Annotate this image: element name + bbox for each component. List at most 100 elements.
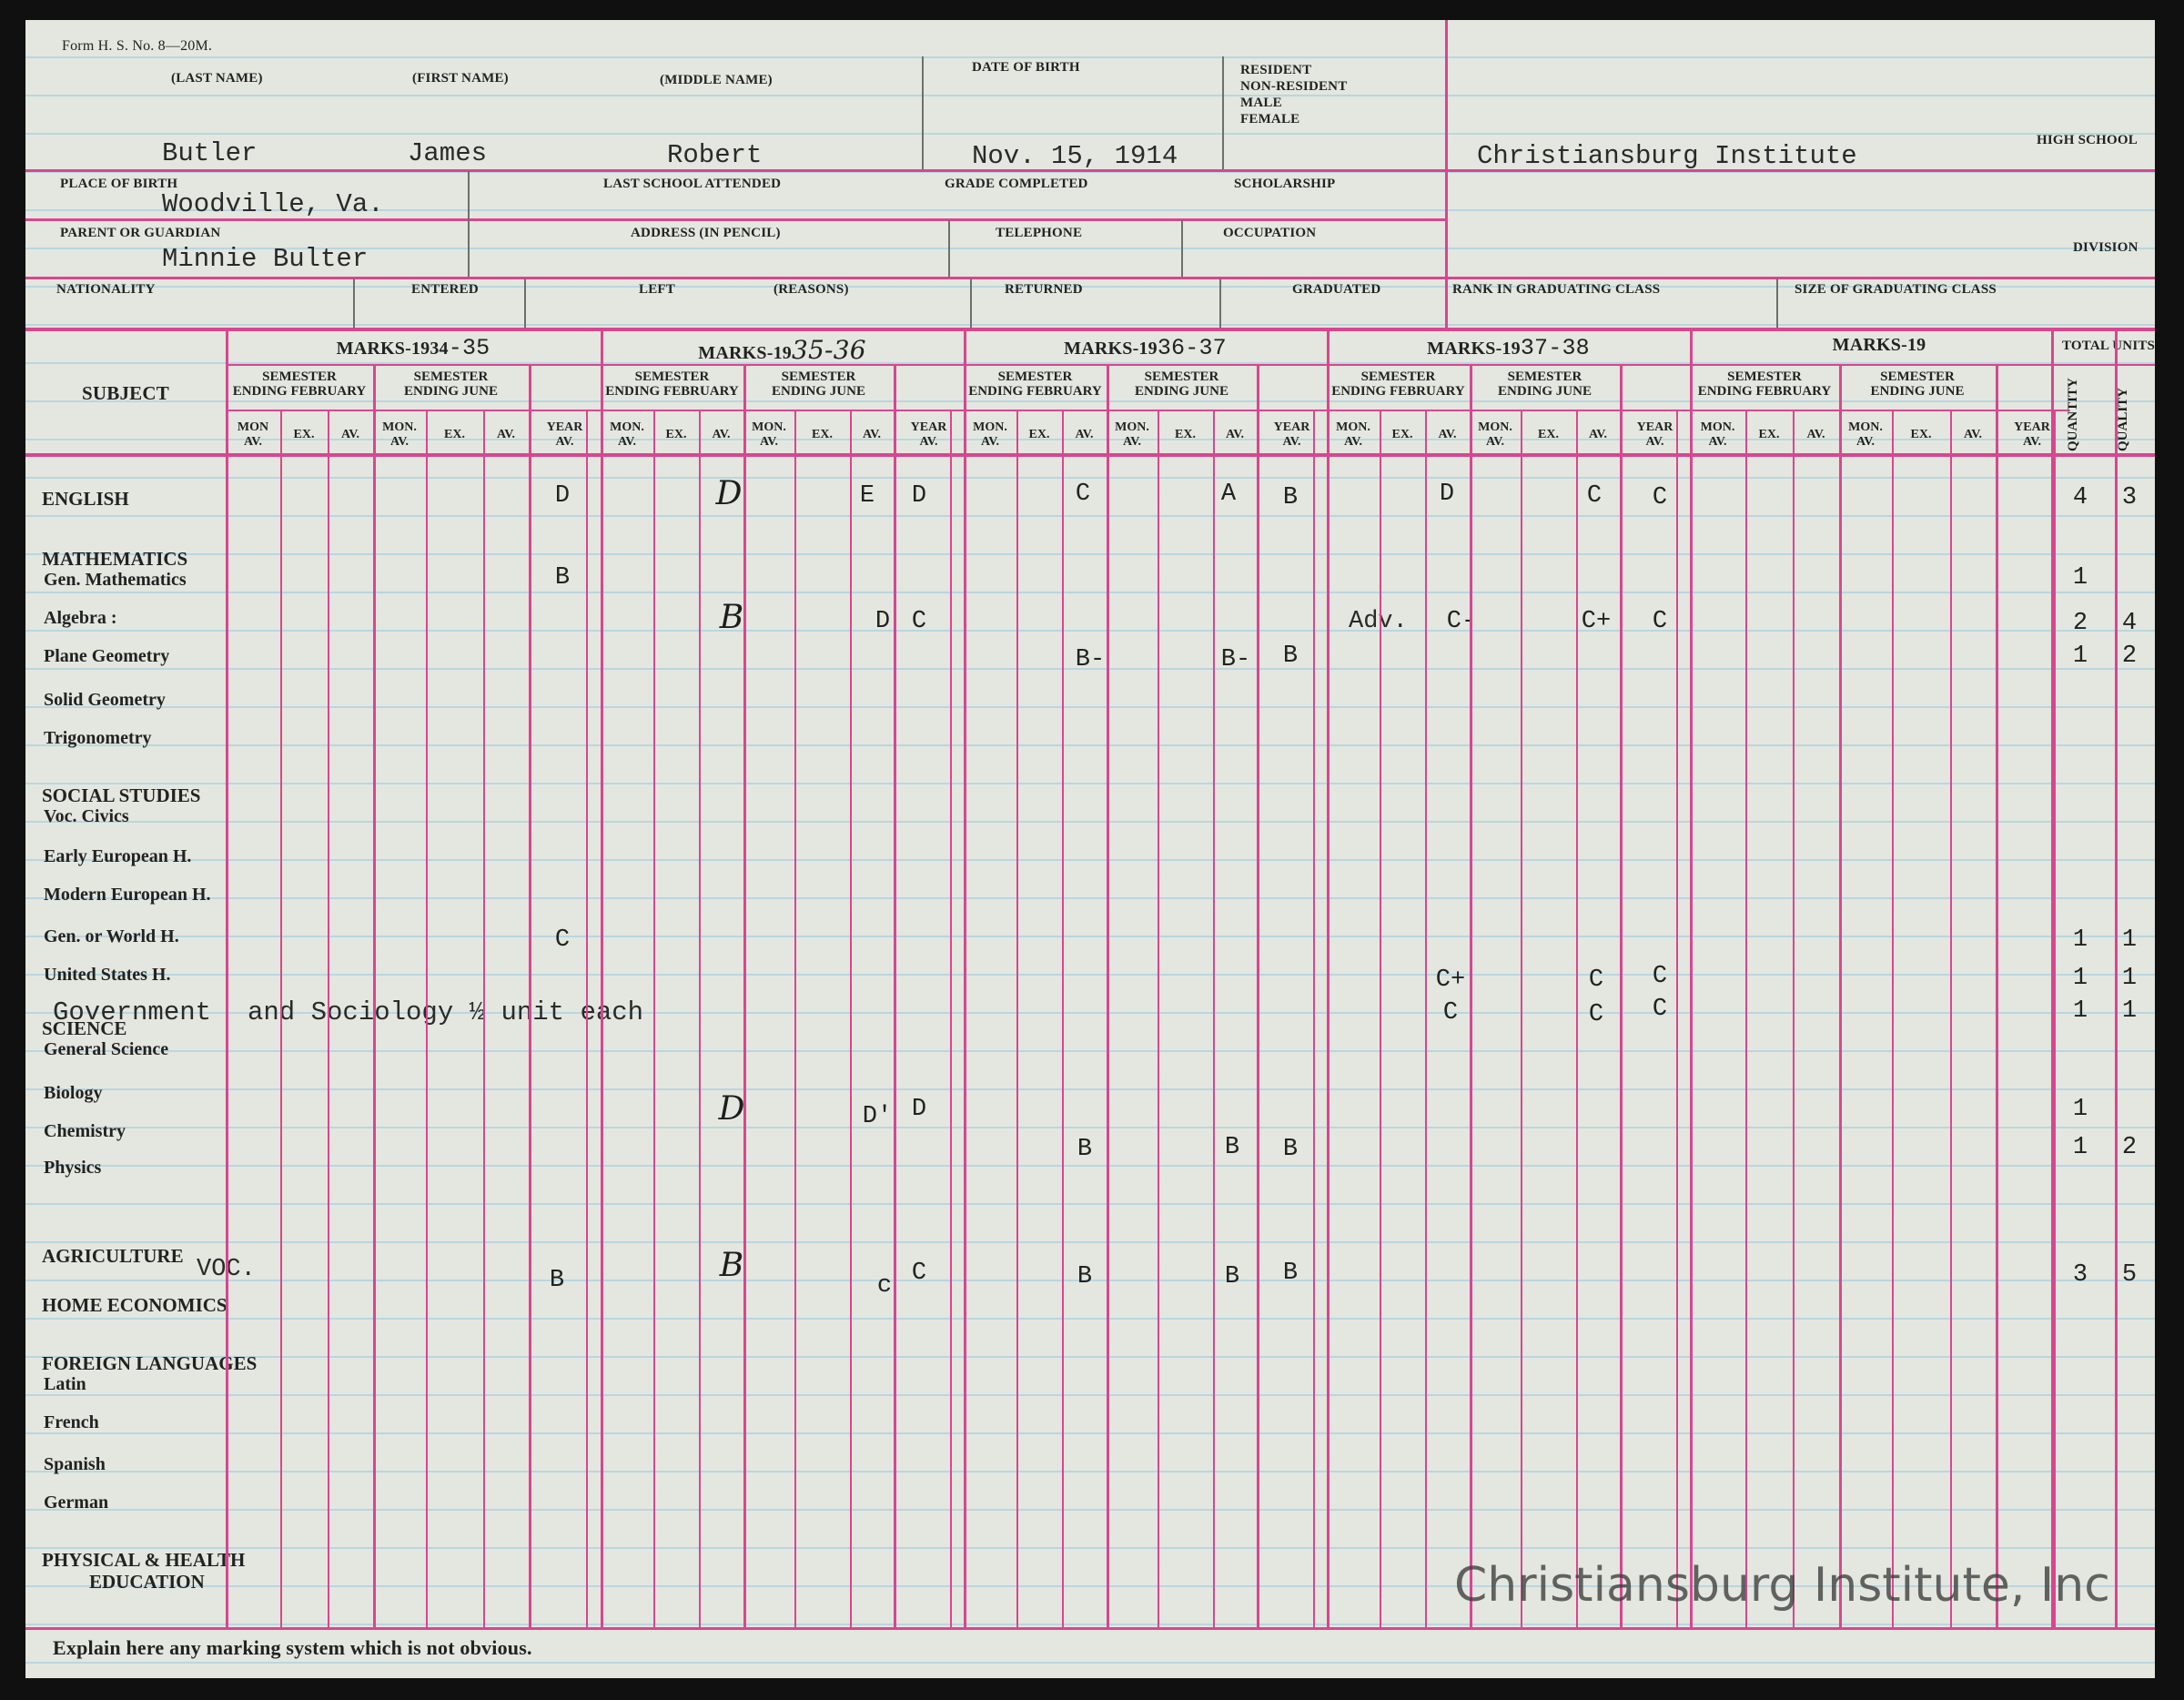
- place-of-birth-value: Woodville, Va.: [162, 189, 384, 219]
- sub-column-header: MON. AV.: [382, 420, 417, 449]
- telephone-label: TELEPHONE: [996, 226, 1083, 240]
- rule: [524, 278, 526, 329]
- grid-line: [1327, 364, 1690, 366]
- grid-line: [1745, 411, 1747, 1629]
- semester-feb-header: SEMESTER ENDING FEBRUARY: [605, 369, 739, 399]
- subject-label: Solid Geometry: [44, 690, 166, 710]
- sub-column-header: AV.: [1806, 428, 1825, 441]
- rule: [468, 171, 470, 277]
- grade-mark: 2: [2072, 610, 2088, 637]
- sub-column-header: EX.: [1910, 428, 1932, 441]
- subject-label: Early European H.: [44, 846, 192, 866]
- grid-major-line: [2051, 329, 2054, 1629]
- grid-line: [1470, 366, 1472, 1629]
- rule: [1776, 278, 1778, 329]
- grid-major-line: [964, 329, 966, 1629]
- semester-june-header: SEMESTER ENDING JUNE: [772, 369, 865, 399]
- division-label: DIVISION: [2073, 240, 2138, 255]
- subject-label: EDUCATION: [89, 1571, 205, 1593]
- grade-mark: D: [554, 482, 571, 510]
- grade-mark: 1: [2072, 1134, 2088, 1161]
- grade-mark: D': [862, 1103, 893, 1130]
- grade-mark: B: [1224, 1134, 1240, 1161]
- grade-mark: B: [549, 1267, 565, 1294]
- grade-mark: C: [911, 1260, 927, 1287]
- subject-label: Voc. Civics: [44, 806, 129, 826]
- subject-label: Algebra :: [44, 608, 117, 628]
- marks-year-value: 35-36: [792, 335, 866, 365]
- sub-column-header: MON. AV.: [1700, 420, 1735, 449]
- place-of-birth-label: PLACE OF BIRTH: [60, 177, 178, 191]
- male-label: MALE: [1240, 96, 1282, 110]
- residency-labels: RESIDENT NON-RESIDENT MALE FEMALE: [1240, 62, 1347, 127]
- last-school-label: LAST SCHOOL ATTENDED: [603, 177, 782, 191]
- grid-line: [1950, 411, 1952, 1629]
- quality-header: QUALITY: [2116, 387, 2130, 451]
- grid-line: [1620, 366, 1623, 1629]
- grade-mark: C: [1652, 484, 1668, 511]
- grid-line: [1425, 411, 1427, 1629]
- grid-line: [529, 366, 531, 1629]
- scholarship-label: SCHOLARSHIP: [1234, 177, 1336, 191]
- sub-column-header: AV.: [1588, 428, 1608, 441]
- sub-column-header: EX.: [1028, 428, 1050, 441]
- reasons-label: (REASONS): [774, 282, 849, 297]
- rule: [1181, 220, 1183, 277]
- watermark: Christiansburg Institute, Inc: [1454, 1558, 2110, 1613]
- grade-mark: B: [719, 599, 744, 636]
- marks-year-value: 36-37: [1157, 335, 1227, 361]
- grid-major-line: [601, 329, 603, 1629]
- grade-mark: B-: [1220, 646, 1251, 673]
- grid-line: [1257, 366, 1259, 1629]
- grade-mark: 1: [2121, 965, 2138, 992]
- grade-mark: c: [876, 1272, 893, 1300]
- grade-mark: B: [719, 1247, 744, 1284]
- rule: [970, 278, 972, 329]
- sub-column-header: EX.: [1175, 428, 1196, 441]
- grid-line: [1839, 366, 1842, 1629]
- sub-column-header: MON. AV.: [1478, 420, 1512, 449]
- rule: [1219, 278, 1221, 329]
- grid-major-line: [1690, 329, 1693, 1629]
- grid-line: [1107, 366, 1109, 1629]
- first-name-value: James: [408, 138, 488, 168]
- subject-label: Physics: [44, 1158, 102, 1178]
- sub-column-header: AV.: [712, 428, 731, 441]
- grade-mark: B: [1224, 1263, 1240, 1290]
- last-name-value: Butler: [162, 138, 258, 168]
- grid-line: [601, 364, 964, 366]
- marks-year-header: MARKS-1936-37: [964, 335, 1327, 361]
- grid-top-rule: [25, 328, 2155, 331]
- semester-june-header: SEMESTER ENDING JUNE: [1498, 369, 1592, 399]
- returned-label: RETURNED: [1005, 282, 1083, 297]
- subject-label: Chemistry: [44, 1121, 126, 1141]
- parent-value: Minnie Bulter: [162, 244, 369, 274]
- grid-line: [226, 410, 601, 411]
- rule: [353, 278, 355, 329]
- subject-label: Latin: [44, 1374, 86, 1394]
- address-label: ADDRESS (IN PENCIL): [631, 226, 781, 240]
- rule: [25, 169, 2155, 172]
- subject-label: French: [44, 1412, 99, 1432]
- grid-line: [1521, 411, 1522, 1629]
- grid-line: [328, 411, 329, 1629]
- grid-line: [1327, 410, 1690, 411]
- grade-mark: 2: [2121, 1134, 2138, 1161]
- grid-line: [653, 411, 655, 1629]
- grid-line: [1690, 364, 2068, 366]
- grid-line: [1213, 411, 1215, 1629]
- grade-mark: D: [911, 1096, 927, 1123]
- sub-column-header: MON AV.: [237, 420, 269, 449]
- form-number: Form H. S. No. 8—20M.: [62, 38, 213, 54]
- grid-line: [373, 366, 376, 1629]
- middle-name-label: (MIDDLE NAME): [660, 73, 773, 87]
- rule: [25, 218, 1445, 221]
- total-units-header: TOTAL UNITS: [2062, 339, 2155, 353]
- resident-label: RESIDENT: [1240, 63, 1312, 77]
- grid-line: [964, 364, 1327, 366]
- subject-label: FOREIGN LANGUAGES: [42, 1352, 258, 1374]
- sub-column-header: MON. AV.: [1336, 420, 1370, 449]
- grid-line: [699, 411, 701, 1629]
- government-note: Government: [53, 997, 212, 1027]
- graduated-label: GRADUATED: [1292, 282, 1381, 297]
